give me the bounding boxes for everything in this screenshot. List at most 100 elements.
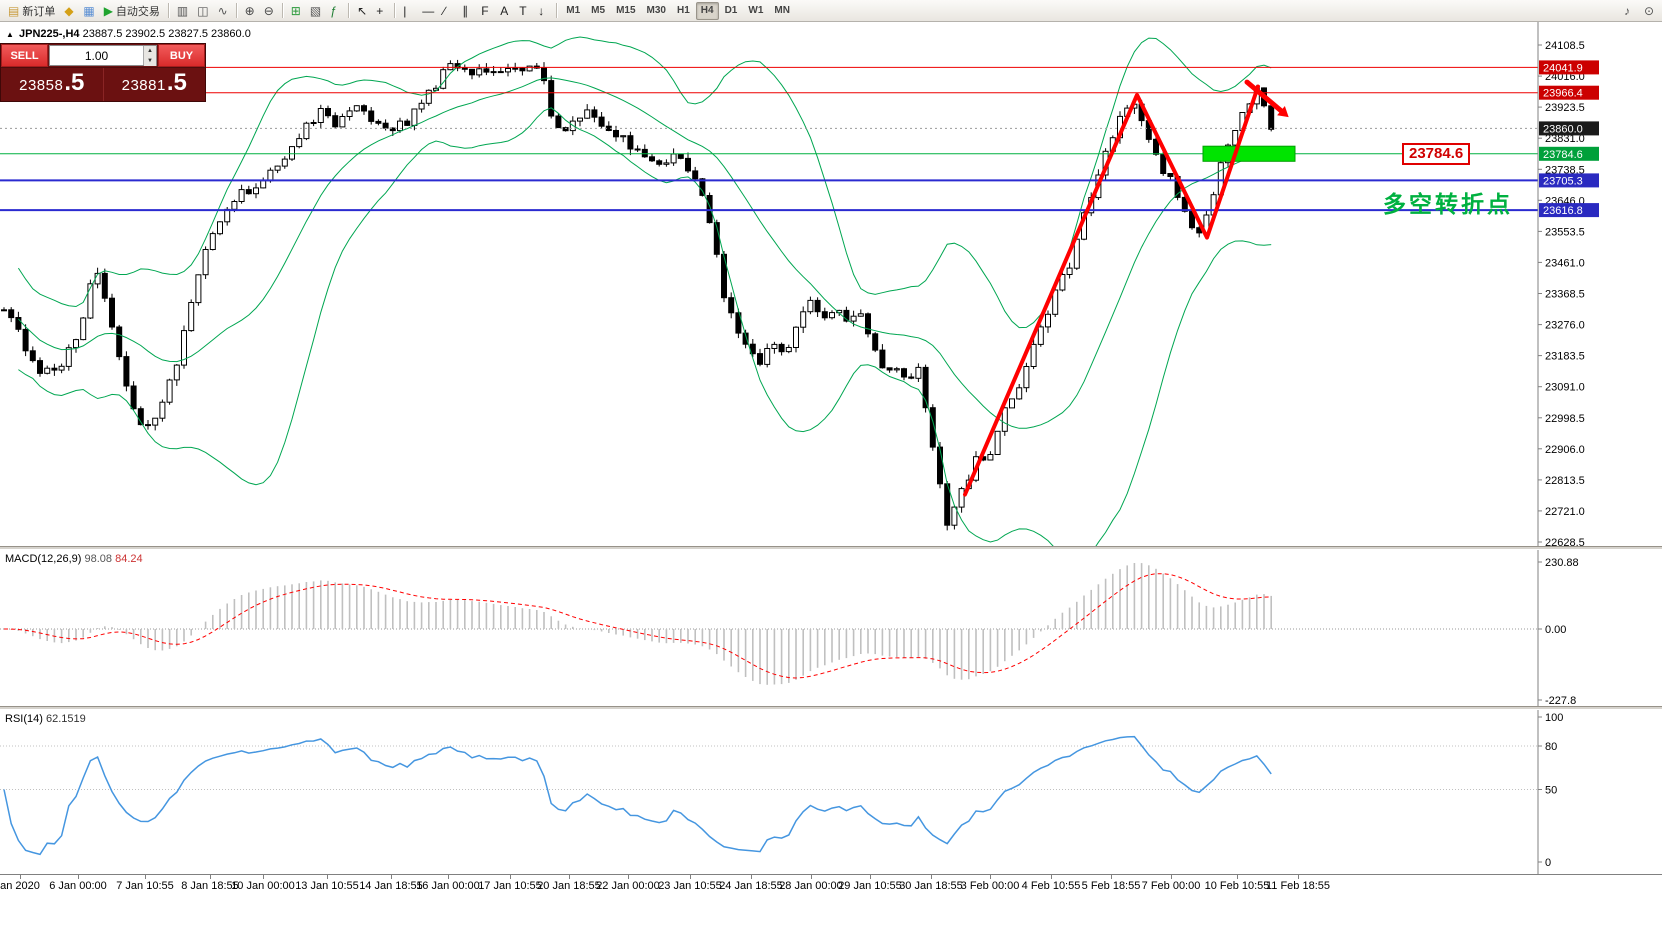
rsi-tick-label: 100 <box>1545 712 1563 724</box>
price-tick-label: 23461.0 <box>1545 257 1585 269</box>
macd-panel[interactable]: 230.88 0.00 -227.8 MACD(12,26,9) 98.08 84.… <box>0 550 1662 706</box>
trendline-icon[interactable]: ∕ <box>439 2 457 20</box>
buy-button[interactable]: BUY <box>158 44 205 67</box>
price-tick-label: 23553.5 <box>1545 226 1585 238</box>
fibonacci-icon[interactable]: F <box>477 2 495 20</box>
time-axis-tick <box>510 875 511 879</box>
price-tick-label: 23368.5 <box>1545 289 1585 301</box>
price-tick-label: 22998.5 <box>1545 413 1585 425</box>
timeframe-m1-button[interactable]: M1 <box>561 2 585 20</box>
price-tick-label: 22906.0 <box>1545 444 1585 456</box>
vertical-line-icon[interactable]: | <box>399 2 417 20</box>
timeframe-m5-button-label: M5 <box>591 5 606 16</box>
turning-point-note[interactable]: 多空转折点 <box>1383 191 1513 218</box>
candles-series <box>1 59 1275 531</box>
timeframe-w1-button[interactable]: W1 <box>743 2 768 20</box>
crosshair-icon[interactable]: + <box>372 2 390 20</box>
bar-chart-icon[interactable]: ▥ <box>173 2 192 20</box>
volume-down-icon[interactable]: ▼ <box>144 56 156 66</box>
crosshair-icon-glyph: + <box>376 3 384 18</box>
zoom-out-icon[interactable]: ⊖ <box>260 2 278 20</box>
candlestick-chart-icon[interactable]: ◫ <box>193 2 212 20</box>
horizontal-line-icon[interactable]: — <box>418 2 438 20</box>
new-order-button[interactable]: ▤ 新订单 <box>4 2 59 20</box>
end-arrow-shaft <box>1244 79 1284 114</box>
notifications-icon[interactable]: ♪ <box>1620 2 1638 20</box>
vertical-line-icon-glyph: | <box>403 3 407 18</box>
trend-zigzag-arrow <box>963 84 1260 497</box>
time-axis[interactable]: an 2020 6 Jan 00:00 7 Jan 10:55 8 Jan 18:55… <box>0 874 1662 896</box>
main-chart-panel[interactable]: 24108.5 24016.0 23923.5 23831.0 23738.5 23646… <box>0 22 1662 546</box>
panel-splitter[interactable] <box>0 706 1662 710</box>
price-tag-23705.3 <box>1539 173 1599 188</box>
rsi-panel[interactable]: 100 80 50 0 RSI(14) 62.1519 <box>0 710 1662 874</box>
timeframe-d1-button[interactable]: D1 <box>720 2 743 20</box>
buy-price[interactable]: 23881 .5 <box>102 68 206 101</box>
arrow-tools-icon[interactable]: ↓ <box>534 2 552 20</box>
timeframe-m15-button[interactable]: M15 <box>611 2 640 20</box>
bollinger-middle-line <box>18 77 1272 429</box>
ea-wizard-icon[interactable]: ◆ <box>60 2 78 20</box>
zoom-in-icon-glyph: ⊕ <box>244 3 255 18</box>
rsi-levels <box>0 745 1538 790</box>
price-tag-label: 23705.3 <box>1543 175 1583 187</box>
main-chart-svg[interactable]: 24108.524016.023923.523831.023738.523646… <box>0 22 1662 546</box>
time-axis-tick <box>145 875 146 879</box>
time-axis-label: 7 Jan 10:55 <box>116 880 174 892</box>
time-axis-tick <box>448 875 449 879</box>
timeframe-h1-button[interactable]: H1 <box>672 2 695 20</box>
macd-tick-label: -227.8 <box>1545 695 1576 706</box>
rsi-tick-label: 80 <box>1545 741 1557 753</box>
sell-price[interactable]: 23858 .5 <box>1 68 103 101</box>
search-icon-glyph: ⊙ <box>1643 3 1654 18</box>
timeframe-m5-button[interactable]: M5 <box>586 2 610 20</box>
price-callout-label[interactable]: 23784.6 <box>1402 142 1471 165</box>
macd-tick-label: 230.88 <box>1545 557 1579 569</box>
time-axis-tick <box>870 875 871 879</box>
macd-svg: 230.88 0.00 -227.8 <box>0 550 1579 706</box>
line-chart-icon[interactable]: ∿ <box>214 2 232 20</box>
timeframe-h4-button[interactable]: H4 <box>695 1 719 20</box>
new-order-glyph: ▤ <box>8 3 20 18</box>
price-tag-label: 23860.0 <box>1543 123 1583 135</box>
cursor-icon-glyph: ↖ <box>357 3 368 18</box>
sell-price-pips: .5 <box>64 69 85 96</box>
zoom-in-icon[interactable]: ⊕ <box>241 2 259 20</box>
price-axis[interactable]: 24108.524016.023923.523831.023738.523646… <box>1537 22 1599 546</box>
volume-input[interactable]: 1.00 ▲ ▼ <box>49 45 157 66</box>
macd-axis[interactable]: 230.88 0.00 -227.8 <box>1537 550 1579 706</box>
channel-icon[interactable]: ∥ <box>458 2 476 20</box>
tile-windows-icon[interactable]: ⊞ <box>287 2 305 20</box>
volume-value[interactable]: 1.00 <box>84 48 109 63</box>
panel-splitter[interactable] <box>0 546 1662 550</box>
rsi-svg: 100 80 50 0 <box>0 710 1563 874</box>
bollinger-lower-line <box>18 107 1272 546</box>
price-tag-label: 23616.8 <box>1543 205 1583 217</box>
price-tag-23860.0 <box>1539 121 1599 136</box>
volume-up-icon[interactable]: ▲ <box>144 46 156 56</box>
time-axis-label: 3 Feb 00:00 <box>960 880 1020 892</box>
macd-signal-value: 84.24 <box>115 553 143 565</box>
timeframe-mn-button[interactable]: MN <box>769 2 795 20</box>
time-axis-label: 7 Feb 00:00 <box>1141 880 1201 892</box>
sell-button[interactable]: SELL <box>1 44 48 67</box>
autotrading-button[interactable]: ▶ 自动交易 <box>100 2 164 20</box>
text-icon[interactable]: A <box>496 2 514 20</box>
data-window-icon[interactable]: ▦ <box>79 2 98 20</box>
time-axis-label: 14 Jan 18:55 <box>359 880 423 892</box>
horizontal-lines[interactable] <box>0 66 1538 212</box>
time-axis-tick <box>569 875 570 879</box>
bollinger-bands <box>17 36 1272 546</box>
symbol-marker-icon: ▲ <box>6 30 14 39</box>
autotrading-button-label: 自动交易 <box>115 5 160 18</box>
auto-arrange-icon[interactable]: ▧ <box>306 2 325 20</box>
search-icon[interactable]: ⊙ <box>1640 2 1658 20</box>
label-icon[interactable]: T <box>515 2 533 20</box>
price-tag-label: 23784.6 <box>1543 149 1583 161</box>
toolbar-right-group: ♪ ⊙ <box>1620 2 1658 20</box>
rsi-axis[interactable]: 100 80 50 0 <box>1537 710 1563 874</box>
annotations[interactable] <box>963 79 1296 497</box>
cursor-icon[interactable]: ↖ <box>353 2 371 20</box>
indicators-icon[interactable]: ƒ <box>326 2 344 20</box>
timeframe-m30-button[interactable]: M30 <box>642 2 671 20</box>
